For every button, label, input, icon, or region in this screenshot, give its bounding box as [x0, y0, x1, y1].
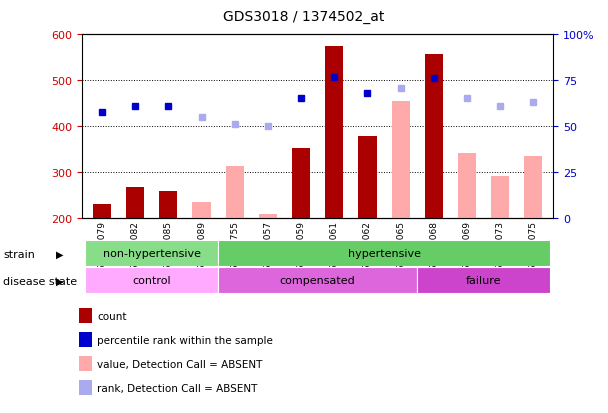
Text: strain: strain — [3, 249, 35, 259]
Bar — [85, 268, 218, 293]
Text: failure: failure — [466, 275, 502, 285]
Bar — [218, 268, 417, 293]
Text: percentile rank within the sample: percentile rank within the sample — [97, 335, 273, 345]
Bar — [226, 166, 244, 219]
Text: count: count — [97, 311, 127, 321]
Bar — [126, 188, 144, 219]
Bar — [392, 102, 410, 219]
Bar — [358, 136, 376, 219]
Bar — [93, 204, 111, 219]
Bar — [85, 241, 218, 266]
Bar — [292, 149, 310, 219]
Bar — [417, 268, 550, 293]
Text: rank, Detection Call = ABSENT: rank, Detection Call = ABSENT — [97, 383, 258, 393]
Bar — [192, 202, 210, 219]
Text: disease state: disease state — [3, 276, 77, 286]
Bar — [458, 154, 476, 219]
Text: non-hypertensive: non-hypertensive — [103, 249, 201, 259]
Text: GDS3018 / 1374502_at: GDS3018 / 1374502_at — [223, 10, 385, 24]
Bar — [425, 55, 443, 219]
Bar — [524, 157, 542, 219]
Bar — [491, 176, 510, 219]
Text: control: control — [133, 275, 171, 285]
Text: value, Detection Call = ABSENT: value, Detection Call = ABSENT — [97, 359, 263, 369]
Text: ▶: ▶ — [56, 276, 63, 286]
Bar — [159, 191, 178, 219]
Bar — [259, 214, 277, 219]
Bar — [325, 47, 344, 219]
Text: compensated: compensated — [280, 275, 356, 285]
Bar — [218, 241, 550, 266]
Text: ▶: ▶ — [56, 249, 63, 259]
Text: hypertensive: hypertensive — [348, 249, 421, 259]
